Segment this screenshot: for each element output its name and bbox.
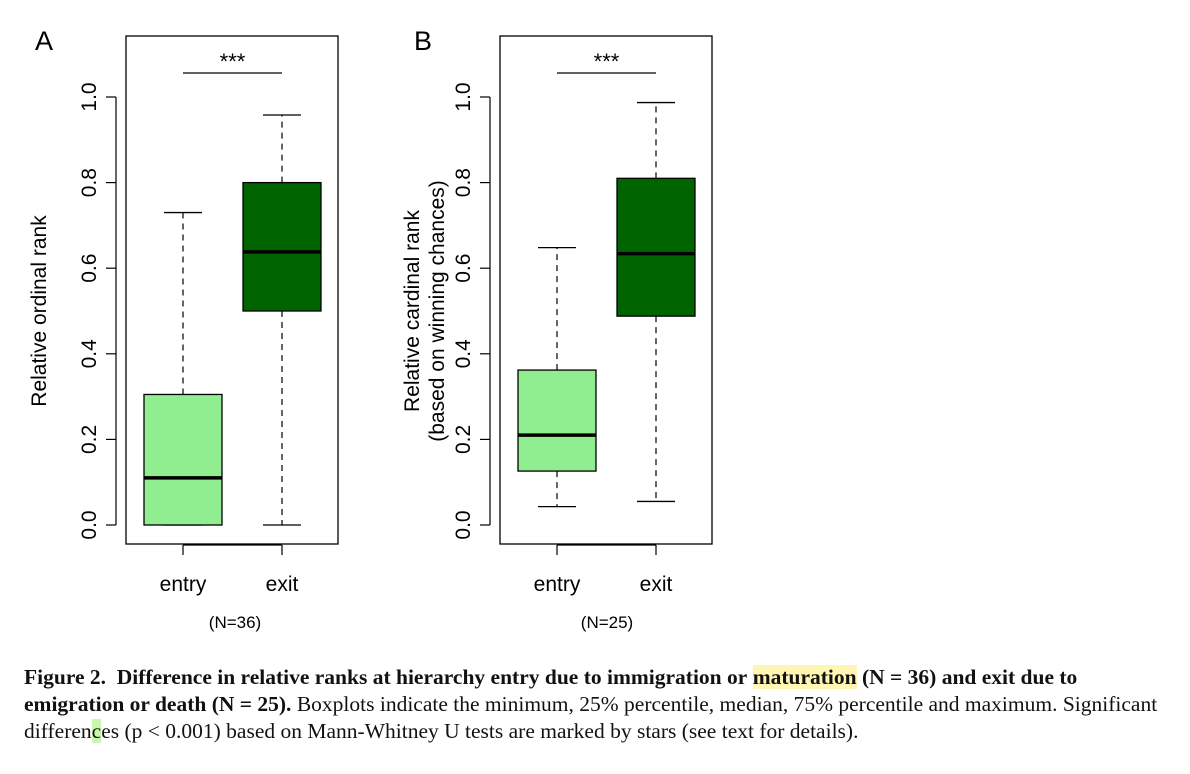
sample-size-label: (N=36) (209, 613, 261, 632)
significance-stars: *** (594, 49, 620, 74)
y-tick-label: 0.0 (452, 510, 475, 539)
y-tick-label: 0.6 (78, 254, 101, 283)
plot-frame (125, 35, 339, 545)
panel-label: A (35, 26, 53, 56)
x-tick-label: entry (160, 573, 207, 596)
y-tick-label: 0.4 (78, 339, 101, 369)
figure-panels: A 0.0 0.2 0.4 0.6 0.8 1.0 Relative ordinal rank… (28, 26, 713, 632)
caption-title-b: (N = 36) and exit due to emigration or d… (24, 665, 1078, 716)
y-axis-label: Relative ordinal rank (28, 215, 51, 407)
y-tick-label: 0.2 (452, 425, 475, 454)
caption-title-a: Difference in relative ranks at hierarch… (116, 665, 748, 689)
caption-title-highlight: maturation (752, 665, 857, 689)
y-tick-label: 1.0 (452, 82, 475, 111)
y-axis-label: Relative cardinal rank (401, 210, 424, 412)
y-tick-label: 0.8 (78, 168, 101, 197)
box-exit (616, 177, 696, 317)
y-tick-label: 0.4 (452, 339, 475, 369)
box-entry (143, 393, 223, 526)
significance-stars: *** (220, 49, 246, 74)
caption-body-b: es (p < 0.001) based on Mann-Whitney U t… (101, 719, 859, 743)
caption-label: Figure 2. (24, 665, 107, 689)
y-tick-label: 0.2 (78, 425, 101, 454)
x-tick-label: entry (534, 573, 581, 596)
y-tick-label: 0.6 (452, 254, 475, 283)
panel-label: B (414, 26, 432, 56)
plot-frame (499, 35, 713, 545)
y-tick-label: 1.0 (78, 82, 101, 111)
panel-a: A 0.0 0.2 0.4 0.6 0.8 1.0 Relative ordinal rank… (28, 26, 339, 632)
y-tick-label: 0.8 (452, 168, 475, 197)
x-tick-label: exit (640, 573, 673, 596)
y-tick-label: 0.0 (78, 510, 101, 539)
box-exit (242, 181, 322, 312)
y-axis-label-line2: (based on winning chances) (426, 180, 449, 442)
box-entry (517, 369, 597, 472)
caption-body-highlight: c (91, 719, 102, 743)
panel-b: B 0.0 0.2 0.4 0.6 0.8 1.0 Relative cardinal ran… (401, 26, 713, 632)
x-tick-label: exit (266, 573, 299, 596)
sample-size-label: (N=25) (581, 613, 633, 632)
figure-caption: Figure 2. Difference in relative ranks a… (24, 664, 1164, 745)
caption-body-a: Boxplots indicate the minimum, 25% perce… (24, 692, 1158, 743)
